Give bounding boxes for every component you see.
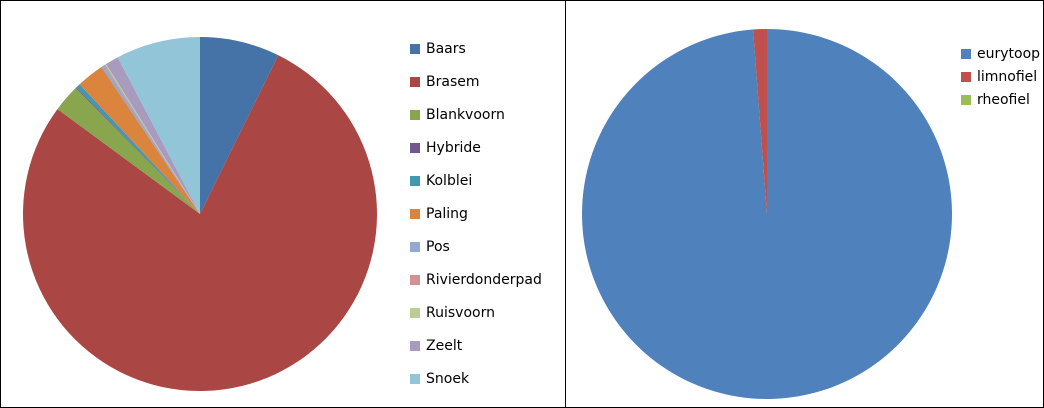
legend-label: Blankvoorn [426, 107, 505, 123]
pie-slice [104, 64, 200, 214]
legend-swatch [410, 374, 420, 384]
legend-label: limnofiel [977, 69, 1037, 85]
pie-slice [22, 55, 378, 391]
legend-label: rheofiel [977, 92, 1030, 108]
legend-swatch [410, 77, 420, 87]
legend-swatch [410, 242, 420, 252]
legend-label: eurytoop [977, 46, 1040, 62]
legend-swatch [410, 209, 420, 219]
pie-slice [106, 57, 200, 214]
pie-slice [79, 66, 200, 214]
legend-label: Pos [426, 239, 450, 255]
legend-swatch [961, 95, 971, 105]
legend-label: Brasem [426, 74, 479, 90]
legend-swatch [410, 308, 420, 318]
legend-swatch [961, 49, 971, 59]
legend-label: Zeelt [426, 338, 463, 354]
legend-swatch [410, 143, 420, 153]
legend-label: Rivierdonderpad [426, 272, 542, 288]
legend-swatch [410, 176, 420, 186]
legend-swatch [410, 341, 420, 351]
legend-swatch [410, 110, 420, 120]
pie-slice [105, 63, 200, 215]
legend-label: Kolblei [426, 173, 472, 189]
pie-slice [101, 65, 200, 215]
legend-label: Snoek [426, 371, 470, 387]
legend-swatch [961, 72, 971, 82]
pie-slice [200, 37, 279, 214]
pie-slice [753, 29, 767, 214]
legend-swatch [410, 275, 420, 285]
legend-swatch [410, 44, 420, 54]
pie-slice [57, 88, 200, 214]
legend-label: Baars [426, 41, 466, 57]
pie-slice [75, 87, 200, 214]
legend-label: Hybride [426, 140, 481, 156]
pie-slice [117, 37, 200, 214]
legend-label: Ruisvoorn [426, 305, 495, 321]
pie-slice [76, 84, 200, 214]
legend-label: Paling [426, 206, 468, 222]
